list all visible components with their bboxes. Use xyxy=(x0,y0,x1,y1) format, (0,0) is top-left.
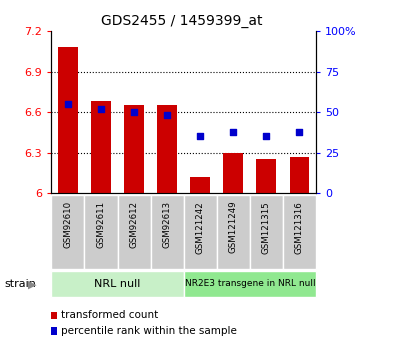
Text: GSM121316: GSM121316 xyxy=(295,201,304,254)
Bar xyxy=(58,47,78,193)
Text: percentile rank within the sample: percentile rank within the sample xyxy=(60,326,236,336)
Bar xyxy=(157,105,177,193)
Text: GSM92610: GSM92610 xyxy=(63,201,72,248)
Point xyxy=(131,109,137,115)
Text: GSM121315: GSM121315 xyxy=(262,201,271,254)
Text: GDS2455 / 1459399_at: GDS2455 / 1459399_at xyxy=(101,14,262,28)
Text: transformed count: transformed count xyxy=(60,310,158,320)
Bar xyxy=(190,177,210,193)
Point xyxy=(65,101,71,107)
Point xyxy=(98,106,104,112)
Bar xyxy=(124,105,144,193)
Bar xyxy=(91,101,111,193)
Text: ▶: ▶ xyxy=(28,280,37,290)
Bar xyxy=(224,153,243,193)
Text: NR2E3 transgene in NRL null: NR2E3 transgene in NRL null xyxy=(184,279,315,288)
Point xyxy=(296,129,303,134)
Point xyxy=(230,129,237,134)
Text: GSM92612: GSM92612 xyxy=(130,201,139,248)
Text: GSM92613: GSM92613 xyxy=(163,201,172,248)
Point xyxy=(263,134,269,139)
Text: GSM121249: GSM121249 xyxy=(229,201,238,254)
Text: NRL null: NRL null xyxy=(94,279,141,289)
Text: GSM121242: GSM121242 xyxy=(196,201,205,254)
Bar xyxy=(290,157,309,193)
Text: GSM92611: GSM92611 xyxy=(96,201,105,248)
Point xyxy=(164,112,170,118)
Text: strain: strain xyxy=(4,279,36,289)
Bar xyxy=(256,159,276,193)
Point xyxy=(197,134,203,139)
